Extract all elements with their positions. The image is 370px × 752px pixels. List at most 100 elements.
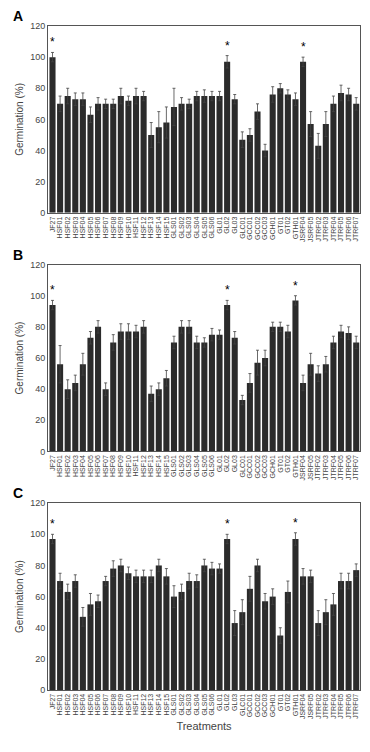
svg-text:HSF03: HSF03 (72, 694, 79, 716)
svg-text:GCC01: GCC01 (246, 217, 253, 240)
svg-text:Germination (%): Germination (%) (14, 83, 25, 156)
svg-text:GLS01: GLS01 (170, 694, 177, 716)
svg-text:*: * (225, 517, 230, 531)
svg-text:HSF08: HSF08 (110, 217, 117, 239)
svg-text:GT01: GT01 (277, 217, 284, 235)
svg-text:GLS02: GLS02 (178, 694, 185, 716)
svg-text:HSF12: HSF12 (140, 455, 147, 477)
svg-text:GLS03: GLS03 (185, 694, 192, 716)
svg-text:GL01: GL01 (216, 455, 223, 472)
svg-text:HSF13: HSF13 (147, 455, 154, 477)
svg-text:JSRF04: JSRF04 (299, 455, 306, 480)
svg-text:80: 80 (35, 561, 45, 571)
svg-text:HSF03: HSF03 (72, 217, 79, 239)
svg-text:JTRF05: JTRF05 (337, 455, 344, 480)
svg-text:C: C (13, 485, 23, 501)
svg-text:HSF07: HSF07 (102, 694, 109, 716)
svg-text:HSF11: HSF11 (132, 694, 139, 715)
svg-text:HSF12: HSF12 (140, 694, 147, 716)
svg-text:HSF05: HSF05 (87, 455, 94, 477)
svg-text:JTRF03: JTRF03 (322, 455, 329, 480)
svg-text:100: 100 (30, 529, 45, 539)
svg-text:HSF15: HSF15 (163, 217, 170, 239)
svg-text:JSRF05: JSRF05 (307, 455, 314, 480)
svg-text:GLS05: GLS05 (201, 455, 208, 477)
svg-text:GCC03: GCC03 (261, 694, 268, 717)
svg-text:*: * (293, 516, 298, 530)
svg-text:0: 0 (40, 447, 45, 457)
svg-text:0: 0 (40, 685, 45, 695)
svg-text:*: * (301, 40, 306, 54)
svg-text:GT02: GT02 (284, 217, 291, 235)
svg-text:HSF14: HSF14 (155, 217, 162, 239)
svg-text:HSF14: HSF14 (155, 694, 162, 716)
svg-text:JF27: JF27 (49, 216, 56, 232)
svg-text:JF27: JF27 (49, 455, 56, 471)
svg-text:GLS02: GLS02 (178, 217, 185, 239)
svg-text:HSF04: HSF04 (79, 455, 86, 477)
svg-text:JTRF02: JTRF02 (315, 217, 322, 242)
svg-text:GLS04: GLS04 (193, 694, 200, 716)
svg-text:HSF14: HSF14 (155, 455, 162, 477)
svg-text:HSF04: HSF04 (79, 217, 86, 239)
svg-text:HSF07: HSF07 (102, 455, 109, 477)
svg-text:GCH01: GCH01 (269, 217, 276, 240)
svg-text:HSF13: HSF13 (147, 217, 154, 239)
svg-text:GL03: GL03 (231, 455, 238, 472)
svg-text:JTRF07: JTRF07 (352, 455, 359, 480)
svg-text:HSF01: HSF01 (56, 217, 63, 239)
svg-text:JTRF02: JTRF02 (315, 455, 322, 480)
svg-text:JTRF03: JTRF03 (322, 217, 329, 242)
svg-text:GL02: GL02 (223, 455, 230, 472)
svg-text:GL02: GL02 (223, 216, 230, 233)
svg-text:HSF08: HSF08 (110, 455, 117, 477)
svg-text:HSF09: HSF09 (117, 217, 124, 239)
svg-text:JTRF04: JTRF04 (330, 455, 337, 480)
svg-text:HSF02: HSF02 (64, 455, 71, 477)
svg-text:GLS01: GLS01 (170, 455, 177, 477)
svg-text:GLS05: GLS05 (201, 694, 208, 716)
svg-text:HSF02: HSF02 (64, 217, 71, 239)
svg-text:GTH01: GTH01 (292, 455, 299, 478)
svg-text:60: 60 (35, 353, 45, 363)
svg-text:120: 120 (30, 260, 45, 270)
svg-text:Germination (%): Germination (%) (14, 560, 25, 633)
svg-text:HSF13: HSF13 (147, 694, 154, 716)
svg-text:GL01: GL01 (216, 694, 223, 711)
svg-text:JTRF06: JTRF06 (345, 694, 352, 719)
svg-text:HSF10: HSF10 (125, 217, 132, 239)
svg-text:GLC01: GLC01 (239, 694, 246, 716)
svg-text:GLS04: GLS04 (193, 217, 200, 239)
svg-text:*: * (225, 283, 230, 297)
svg-text:HSF01: HSF01 (56, 694, 63, 716)
svg-text:GCC03: GCC03 (261, 455, 268, 478)
svg-text:GCH01: GCH01 (269, 694, 276, 717)
svg-text:120: 120 (30, 498, 45, 508)
svg-text:B: B (13, 247, 23, 263)
svg-text:HSF08: HSF08 (110, 694, 117, 716)
svg-text:HSF05: HSF05 (87, 694, 94, 716)
svg-text:GCC02: GCC02 (254, 455, 261, 478)
svg-text:GLS05: GLS05 (201, 217, 208, 239)
svg-text:100: 100 (30, 52, 45, 62)
svg-text:JSRF05: JSRF05 (307, 694, 314, 719)
svg-text:0: 0 (40, 208, 45, 218)
svg-text:JSRF05: JSRF05 (307, 217, 314, 242)
svg-text:GTH01: GTH01 (292, 216, 299, 239)
svg-text:*: * (293, 279, 298, 293)
svg-text:JTRF03: JTRF03 (322, 694, 329, 719)
svg-text:JTRF06: JTRF06 (345, 455, 352, 480)
svg-text:HSF06: HSF06 (94, 455, 101, 477)
svg-text:GLC01: GLC01 (239, 455, 246, 477)
svg-text:GL03: GL03 (231, 694, 238, 711)
svg-text:80: 80 (35, 322, 45, 332)
svg-text:HSF15: HSF15 (163, 694, 170, 716)
svg-text:HSF15: HSF15 (163, 455, 170, 477)
svg-text:GCC03: GCC03 (261, 217, 268, 240)
svg-text:*: * (225, 39, 230, 53)
svg-text:JTRF04: JTRF04 (330, 694, 337, 719)
svg-text:JSRF04: JSRF04 (299, 694, 306, 719)
svg-text:GLS06: GLS06 (208, 694, 215, 716)
svg-text:HSF09: HSF09 (117, 694, 124, 716)
svg-text:JF27: JF27 (49, 694, 56, 710)
